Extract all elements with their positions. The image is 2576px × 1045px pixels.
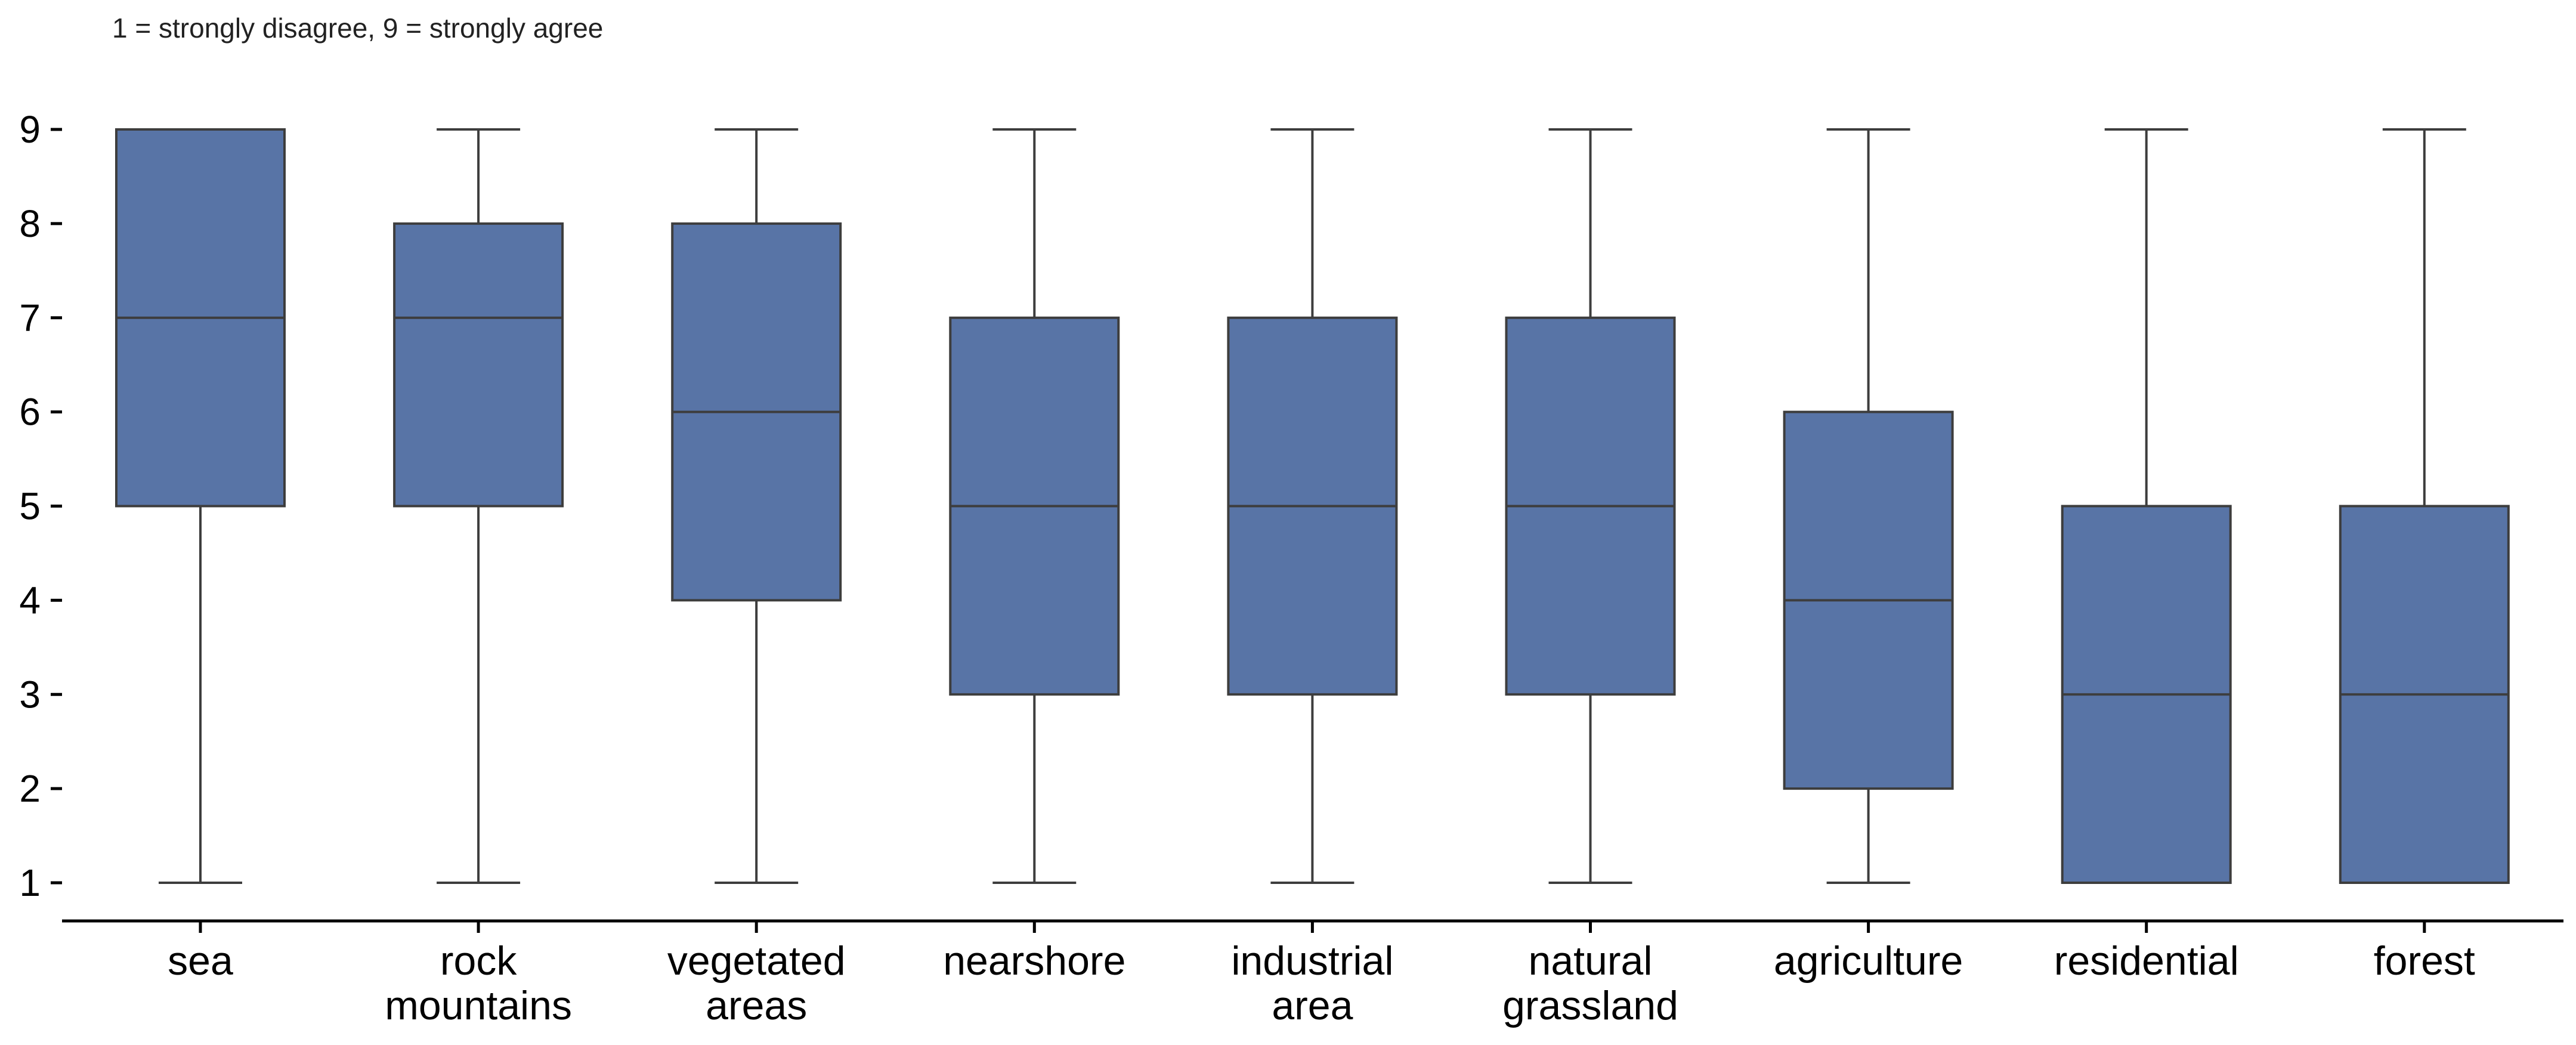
x-tick-label-line: agriculture — [1774, 938, 1963, 984]
box-group: natural grassland — [1502, 128, 1678, 1028]
box-group: forest — [2339, 128, 2510, 984]
x-tick-label: industrial area — [1231, 938, 1393, 1028]
x-tick-label-line: industrial — [1231, 938, 1393, 984]
x-tick-label: vegetated areas — [667, 938, 846, 1028]
x-tick-label-line: mountains — [385, 983, 572, 1028]
x-tick-label-line: residential — [2054, 938, 2239, 984]
x-tick-label-line: grassland — [1502, 983, 1678, 1028]
x-tick-label: residential — [2054, 938, 2239, 984]
x-tick-label-line: rock — [440, 938, 517, 984]
y-tick-label: 4 — [19, 579, 41, 622]
box-group: industrial area — [1227, 128, 1398, 1028]
y-tick-label: 6 — [19, 391, 41, 434]
x-tick-label: natural grassland — [1502, 938, 1678, 1028]
scale-note: 1 = strongly disagree, 9 = strongly agre… — [112, 13, 604, 44]
x-tick-label: sea — [168, 938, 233, 984]
x-tick-label-line: forest — [2374, 938, 2475, 984]
x-tick-label: rock mountains — [385, 938, 572, 1028]
x-tick-label-line: areas — [706, 983, 807, 1028]
y-tick-label: 5 — [19, 485, 41, 528]
x-tick-label-line: vegetated — [667, 938, 846, 984]
x-tick-label: nearshore — [943, 938, 1125, 984]
box-group: vegetated areas — [667, 128, 846, 1028]
x-tick-label-line: sea — [168, 938, 233, 984]
y-tick-label: 7 — [19, 296, 41, 339]
y-tick-label: 2 — [19, 767, 41, 810]
x-tick-label-line: natural — [1529, 938, 1653, 984]
y-tick-label: 1 — [19, 861, 41, 904]
box-group: sea — [115, 128, 286, 984]
x-tick-label-line: nearshore — [943, 938, 1125, 984]
y-tick-label: 8 — [19, 202, 41, 245]
y-tick-label: 9 — [19, 108, 41, 151]
x-tick-label-line: area — [1272, 983, 1353, 1028]
x-tick-label: forest — [2374, 938, 2475, 984]
x-tick-label: agriculture — [1774, 938, 1963, 984]
box-group: rock mountains — [385, 128, 572, 1028]
box-group: residential — [2054, 128, 2239, 984]
box-group: agriculture — [1774, 128, 1963, 984]
box — [393, 222, 564, 508]
box-group: nearshore — [943, 128, 1125, 984]
y-tick-label: 3 — [19, 673, 41, 716]
